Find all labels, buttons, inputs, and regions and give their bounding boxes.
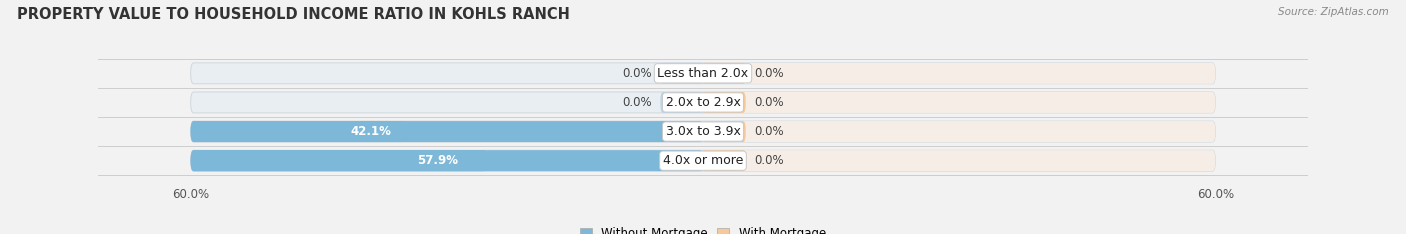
Text: 0.0%: 0.0% (754, 67, 785, 80)
FancyBboxPatch shape (703, 150, 745, 171)
Legend: Without Mortgage, With Mortgage: Without Mortgage, With Mortgage (575, 222, 831, 234)
FancyBboxPatch shape (191, 121, 406, 142)
Text: PROPERTY VALUE TO HOUSEHOLD INCOME RATIO IN KOHLS RANCH: PROPERTY VALUE TO HOUSEHOLD INCOME RATIO… (17, 7, 569, 22)
FancyBboxPatch shape (703, 121, 745, 142)
Text: 57.9%: 57.9% (418, 154, 458, 167)
FancyBboxPatch shape (703, 63, 1215, 84)
FancyBboxPatch shape (191, 63, 1215, 84)
FancyBboxPatch shape (191, 121, 1215, 142)
Text: 4.0x or more: 4.0x or more (662, 154, 744, 167)
Text: 2.0x to 2.9x: 2.0x to 2.9x (665, 96, 741, 109)
FancyBboxPatch shape (191, 92, 1215, 113)
FancyBboxPatch shape (191, 150, 488, 171)
Text: 0.0%: 0.0% (621, 67, 652, 80)
FancyBboxPatch shape (191, 121, 703, 142)
Text: 0.0%: 0.0% (621, 96, 652, 109)
FancyBboxPatch shape (661, 92, 703, 113)
Text: 3.0x to 3.9x: 3.0x to 3.9x (665, 125, 741, 138)
FancyBboxPatch shape (703, 92, 745, 113)
FancyBboxPatch shape (703, 150, 1215, 171)
Text: 0.0%: 0.0% (754, 96, 785, 109)
FancyBboxPatch shape (191, 150, 703, 171)
Text: Less than 2.0x: Less than 2.0x (658, 67, 748, 80)
FancyBboxPatch shape (661, 63, 703, 84)
FancyBboxPatch shape (703, 63, 745, 84)
Text: 0.0%: 0.0% (754, 125, 785, 138)
Text: Source: ZipAtlas.com: Source: ZipAtlas.com (1278, 7, 1389, 17)
FancyBboxPatch shape (703, 92, 1215, 113)
Text: 42.1%: 42.1% (350, 125, 391, 138)
Text: 0.0%: 0.0% (754, 154, 785, 167)
FancyBboxPatch shape (191, 150, 1215, 171)
FancyBboxPatch shape (703, 121, 1215, 142)
